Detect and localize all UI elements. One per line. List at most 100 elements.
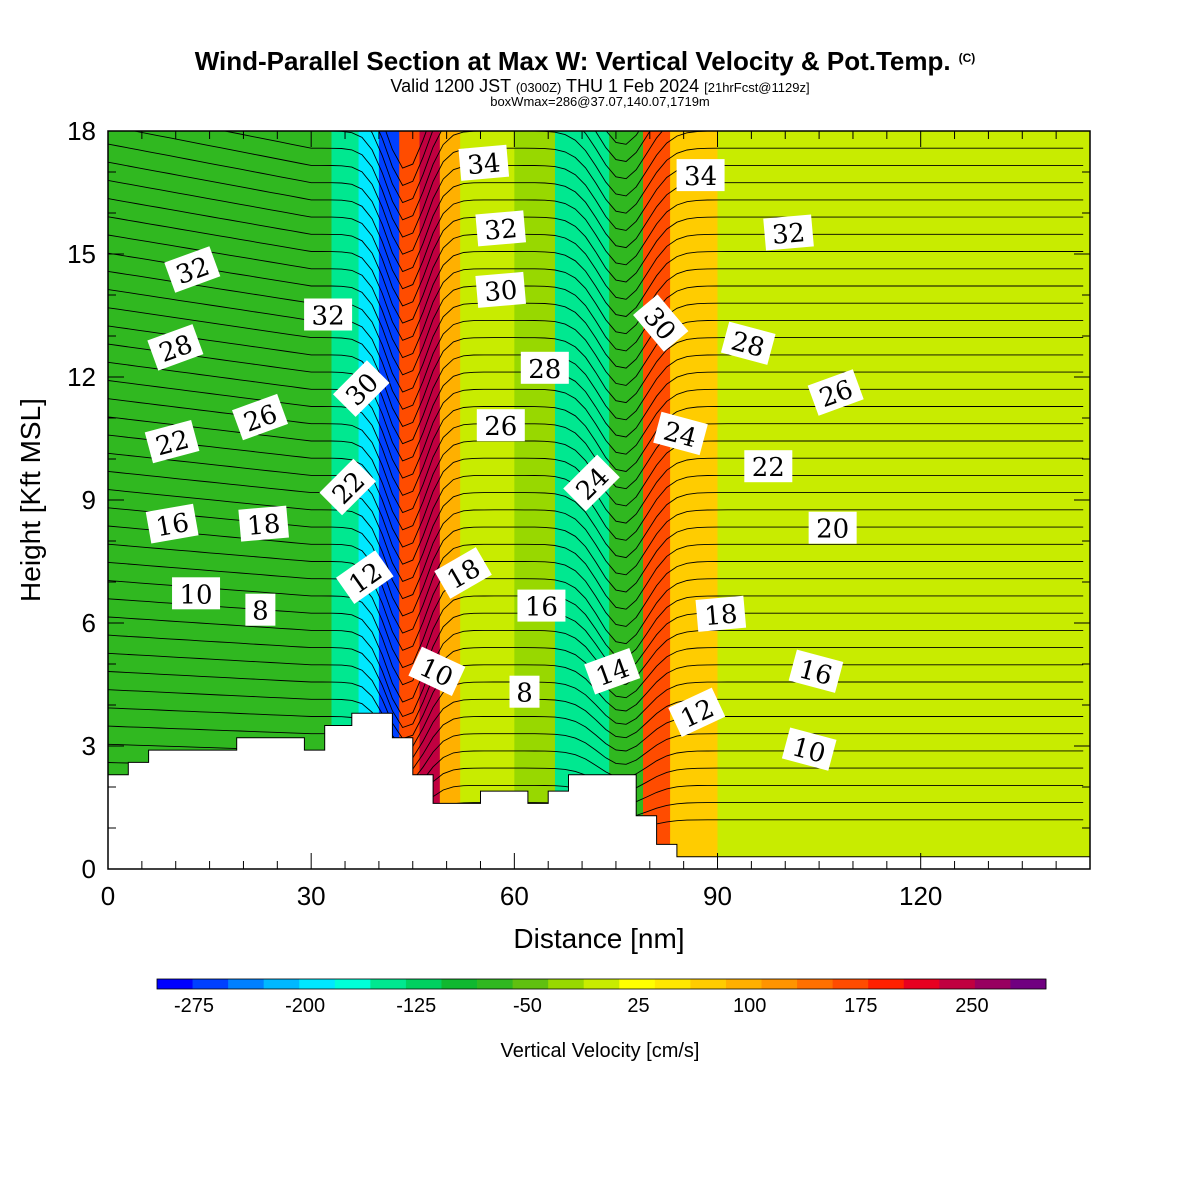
svg-text:32: 32: [771, 218, 807, 251]
theta-contour: [108, 325, 1084, 445]
theta-contour: [108, 252, 1084, 376]
theta-contour: [108, 725, 1084, 783]
theta-contour: [108, 489, 1084, 600]
y-tick-label: 3: [82, 731, 96, 761]
svg-text:26: 26: [484, 412, 517, 442]
svg-text:32: 32: [483, 214, 519, 247]
colorbar-swatch: [903, 979, 940, 989]
colorbar-swatch: [974, 979, 1011, 989]
colorbar-label: Vertical Velocity [cm/s]: [501, 1040, 700, 1062]
contour-label: 32: [763, 214, 814, 251]
y-tick-label: 0: [82, 854, 96, 884]
contour-label: 18: [238, 505, 289, 542]
colorbar-tick-label: -50: [513, 995, 542, 1017]
y-axis-label: Height [Kft MSL]: [15, 398, 46, 602]
theta-contour: [108, 216, 1084, 341]
theta-contour: [108, 580, 1084, 686]
contour-label: 26: [476, 409, 525, 442]
colorbar-swatch: [797, 979, 834, 989]
contour-label: 22: [319, 458, 376, 516]
colorbar-swatch: [548, 979, 585, 989]
colorbar-swatch: [868, 979, 905, 989]
theta-contour: [108, 470, 1084, 582]
contour-label: 28: [520, 351, 569, 385]
contour-label: 20: [808, 511, 857, 545]
theta-contour: [108, 561, 1084, 669]
contour-label: 12: [668, 687, 726, 737]
theta-contour: [108, 270, 1084, 393]
theta-contour: [108, 234, 1084, 359]
theta-contour: [108, 616, 1084, 718]
theta-contour: [108, 361, 1084, 479]
velocity-band: [460, 131, 515, 869]
theta-contour: [108, 452, 1084, 565]
colorbar-swatch: [405, 979, 442, 989]
contour-label: 26: [232, 393, 289, 441]
y-tick-label: 9: [82, 485, 96, 515]
velocity-band: [670, 131, 719, 869]
colorbar-swatch: [370, 979, 407, 989]
svg-text:34: 34: [466, 148, 502, 181]
x-tick-label: 120: [899, 881, 942, 911]
colorbar: -275 -200 -125 -50 25 100 175 250: [156, 978, 1047, 1017]
colorbar-tick-label: 175: [844, 995, 877, 1017]
contour-label: 34: [458, 144, 510, 181]
contour-label: 32: [304, 298, 353, 332]
theta-contour: [108, 689, 1084, 762]
contour-label: 18: [695, 595, 747, 632]
svg-text:10: 10: [179, 580, 212, 610]
contour-label: 26: [807, 369, 864, 416]
svg-text:32: 32: [312, 302, 345, 332]
contour-label: 30: [475, 271, 527, 309]
theta-contour: [108, 307, 1084, 427]
colorbar-tick-label: -200: [285, 995, 325, 1017]
svg-text:34: 34: [684, 162, 717, 192]
theta-contour: [108, 671, 1084, 751]
terrain-mask: [108, 712, 1090, 869]
colorbar-swatch: [832, 979, 869, 989]
svg-text:18: 18: [246, 509, 282, 542]
theta-contour: [132, 131, 1084, 255]
colorbar-swatch: [512, 979, 549, 989]
svg-text:16: 16: [525, 593, 558, 623]
svg-text:28: 28: [528, 355, 561, 385]
colorbar-swatch: [725, 979, 762, 989]
theta-contour: [108, 143, 1084, 273]
colorbar-swatch: [441, 979, 478, 989]
svg-text:8: 8: [516, 679, 533, 709]
colorbar-tick-label: 25: [627, 995, 649, 1017]
theta-contour: [108, 198, 1084, 324]
contour-label: 32: [475, 210, 527, 247]
colorbar-swatch: [1010, 979, 1047, 989]
contour-label: 8: [245, 593, 276, 627]
theta-contour: [108, 525, 1084, 634]
y-tick-label: 6: [82, 608, 96, 638]
theta-contour: [108, 179, 1084, 307]
contour-label: 10: [172, 577, 221, 610]
x-tick-label: 60: [500, 881, 529, 911]
x-tick-label: 90: [703, 881, 732, 911]
theta-contour: [108, 343, 1084, 462]
svg-text:30: 30: [483, 276, 519, 309]
contour-label: 32: [164, 246, 221, 293]
velocity-band: [717, 131, 1090, 869]
theta-contour: [108, 543, 1084, 651]
theta-contour: [308, 131, 1084, 221]
colorbar-tick-label: -275: [174, 995, 214, 1017]
x-tick-label: 30: [297, 881, 326, 911]
colorbar-swatch: [263, 979, 300, 989]
contour-label: 28: [147, 324, 204, 371]
colorbar-tick-label: 100: [733, 995, 766, 1017]
y-tick-label: 12: [67, 362, 96, 392]
velocity-band: [514, 131, 556, 869]
colorbar-tick-label: -125: [396, 995, 436, 1017]
colorbar-swatch: [619, 979, 656, 989]
x-tick-label: 0: [101, 881, 115, 911]
velocity-band: [399, 131, 421, 869]
theta-contour: [370, 131, 663, 204]
colorbar-swatch: [761, 979, 798, 989]
contour-label: 22: [744, 450, 793, 483]
colorbar-swatch: [939, 979, 976, 989]
